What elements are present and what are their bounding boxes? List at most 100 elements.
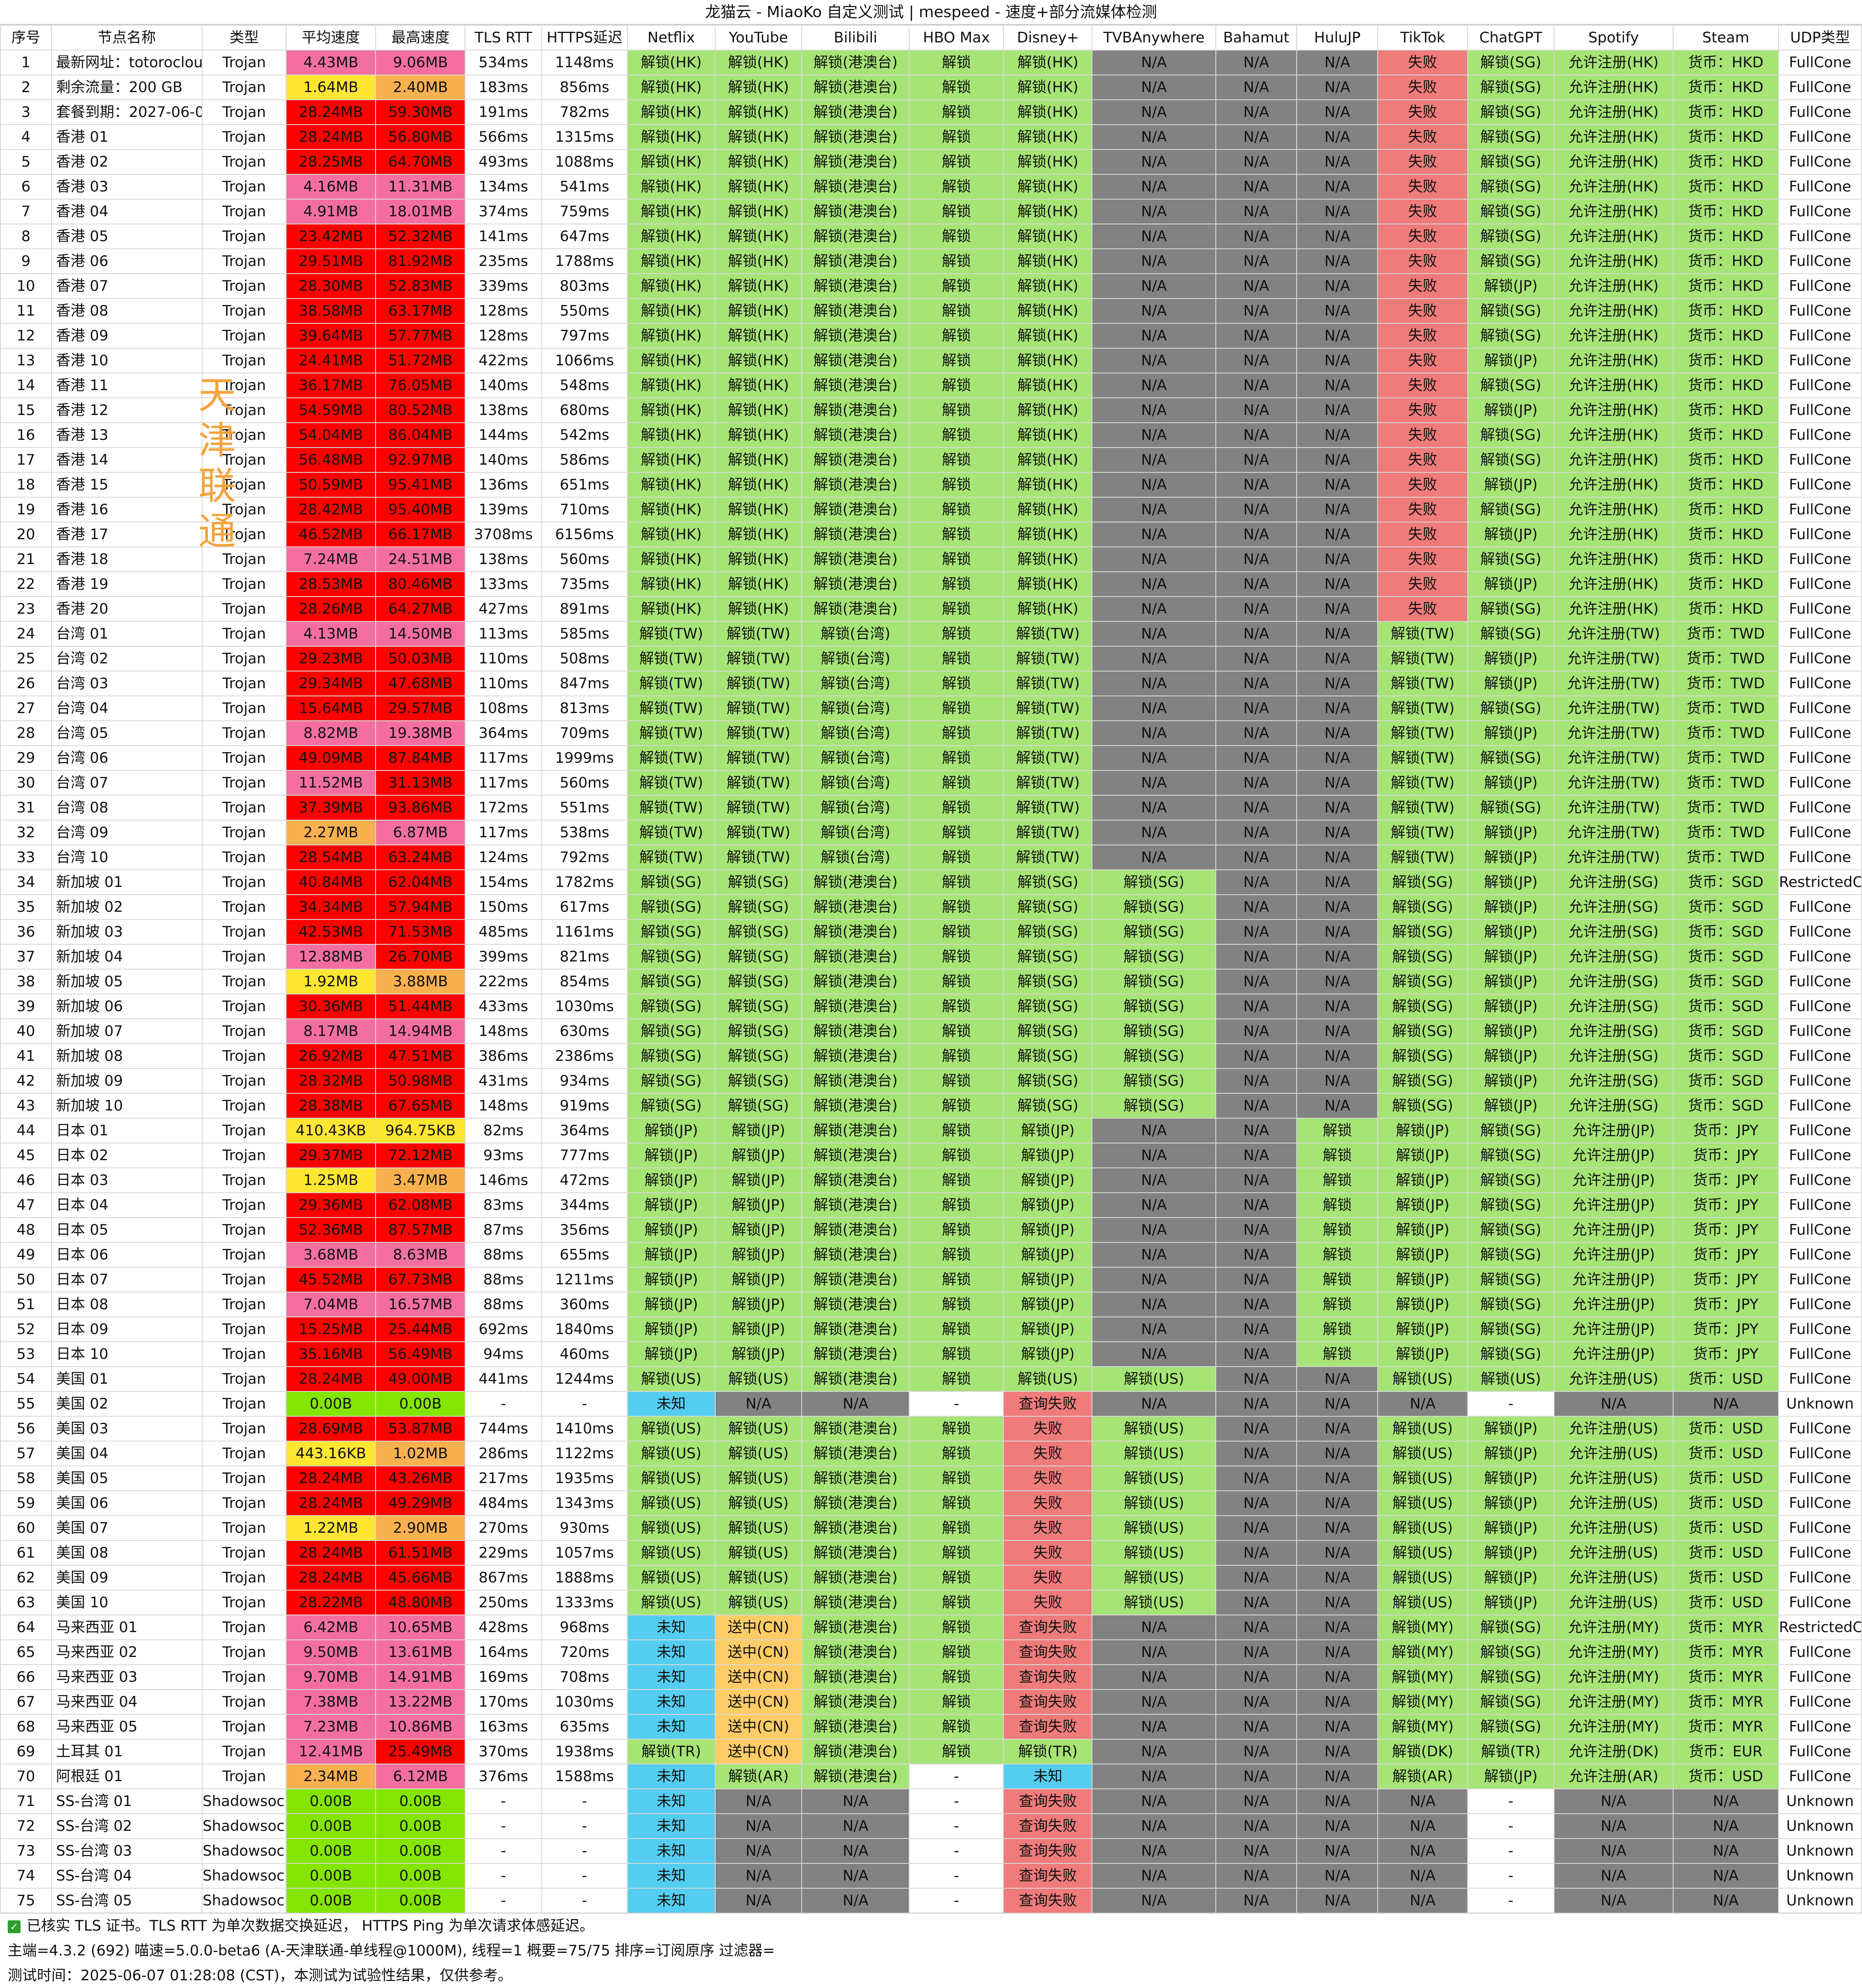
table-row[interactable]: 66 马来西亚 03 Trojan 9.70MB 14.91MB 169ms 708ms 未知… bbox=[0, 1664, 1862, 1690]
cell-https-delay: 585ms bbox=[541, 621, 628, 647]
table-row[interactable]: 18 香港 15 Trojan 50.59MB 95.41MB 136ms 651ms 解锁(… bbox=[0, 472, 1862, 498]
table-row[interactable]: 29 台湾 06 Trojan 49.09MB 87.84MB 117ms 1999ms 解锁… bbox=[0, 745, 1862, 771]
table-row[interactable]: 24 台湾 01 Trojan 4.13MB 14.50MB 113ms 585ms 解锁(T… bbox=[0, 621, 1862, 647]
table-row[interactable]: 11 香港 08 Trojan 38.58MB 63.17MB 128ms 550ms 解锁(… bbox=[0, 298, 1862, 324]
table-row[interactable]: 62 美国 09 Trojan 28.24MB 45.66MB 867ms 1888ms 解锁… bbox=[0, 1565, 1862, 1591]
table-row[interactable]: 27 台湾 04 Trojan 15.64MB 29.57MB 108ms 813ms 解锁(… bbox=[0, 696, 1862, 721]
table-row[interactable]: 54 美国 01 Trojan 28.24MB 49.00MB 441ms 1244ms 解锁… bbox=[0, 1366, 1862, 1392]
column-header-tiktok[interactable]: TikTok bbox=[1377, 25, 1468, 51]
table-row[interactable]: 36 新加坡 03 Trojan 42.53MB 71.53MB 485ms 1161ms 解… bbox=[0, 919, 1862, 945]
column-header-node-name[interactable]: 节点名称 bbox=[51, 25, 203, 51]
table-row[interactable]: 12 香港 09 Trojan 39.64MB 57.77MB 128ms 797ms 解锁(… bbox=[0, 323, 1862, 349]
table-row[interactable]: 20 香港 17 Trojan 46.52MB 66.17MB 3708ms 6156ms 解… bbox=[0, 522, 1862, 547]
table-row[interactable]: 56 美国 03 Trojan 28.69MB 53.87MB 744ms 1410ms 解锁… bbox=[0, 1416, 1862, 1442]
table-row[interactable]: 50 日本 07 Trojan 45.52MB 67.73MB 88ms 1211ms 解锁(… bbox=[0, 1267, 1862, 1292]
table-row[interactable]: 32 台湾 09 Trojan 2.27MB 6.87MB 117ms 538ms 解锁(TW… bbox=[0, 820, 1862, 845]
table-row[interactable]: 3 套餐到期：2027-06-07 Trojan 28.24MB 59.30MB 191m… bbox=[0, 99, 1862, 125]
table-row[interactable]: 34 新加坡 01 Trojan 40.84MB 62.04MB 154ms 1782ms 解… bbox=[0, 869, 1862, 895]
table-row[interactable]: 7 香港 04 Trojan 4.91MB 18.01MB 374ms 759ms 解锁(HK… bbox=[0, 199, 1862, 224]
column-header-https-delay[interactable]: HTTPS延迟 bbox=[541, 25, 628, 51]
column-header-bilibili[interactable]: Bilibili bbox=[801, 25, 910, 51]
table-row[interactable]: 16 香港 13 Trojan 54.04MB 86.04MB 144ms 542ms 解锁(… bbox=[0, 422, 1862, 448]
table-row[interactable]: 4 香港 01 Trojan 28.24MB 56.80MB 566ms 1315ms 解锁(… bbox=[0, 124, 1862, 150]
cell-tiktok: 失败 bbox=[1377, 273, 1468, 299]
column-header-disney-plus[interactable]: Disney+ bbox=[1003, 25, 1093, 51]
cell-bilibili: 解锁(港澳台) bbox=[801, 1316, 910, 1342]
column-header-spotify[interactable]: Spotify bbox=[1554, 25, 1674, 51]
column-header-hbo-max[interactable]: HBO Max bbox=[909, 25, 1004, 51]
table-row[interactable]: 45 日本 02 Trojan 29.37MB 72.12MB 93ms 777ms 解锁(J… bbox=[0, 1143, 1862, 1168]
table-row[interactable]: 60 美国 07 Trojan 1.22MB 2.90MB 270ms 930ms 解锁(US… bbox=[0, 1515, 1862, 1541]
table-row[interactable]: 44 日本 01 Trojan 410.43KB 964.75KB 82ms 364ms 解锁… bbox=[0, 1118, 1862, 1143]
table-row[interactable]: 26 台湾 03 Trojan 29.34MB 47.68MB 110ms 847ms 解锁(… bbox=[0, 671, 1862, 696]
table-row[interactable]: 2 剩余流量：200 GB Trojan 1.64MB 2.40MB 183ms 856ms… bbox=[0, 75, 1862, 100]
table-row[interactable]: 67 马来西亚 04 Trojan 7.38MB 13.22MB 170ms 1030ms 未… bbox=[0, 1689, 1862, 1715]
table-row[interactable]: 52 日本 09 Trojan 15.25MB 25.44MB 692ms 1840ms 解锁… bbox=[0, 1316, 1862, 1342]
table-row[interactable]: 47 日本 04 Trojan 29.36MB 62.08MB 83ms 344ms 解锁(J… bbox=[0, 1192, 1862, 1218]
table-row[interactable]: 38 新加坡 05 Trojan 1.92MB 3.88MB 222ms 854ms 解锁(S… bbox=[0, 969, 1862, 994]
table-row[interactable]: 9 香港 06 Trojan 29.51MB 81.92MB 235ms 1788ms 解锁(… bbox=[0, 248, 1862, 274]
column-header-tvbanywhere[interactable]: TVBAnywhere bbox=[1092, 25, 1216, 51]
table-row[interactable]: 35 新加坡 02 Trojan 34.34MB 57.94MB 150ms 617ms 解锁… bbox=[0, 894, 1862, 920]
table-row[interactable]: 22 香港 19 Trojan 28.53MB 80.46MB 133ms 735ms 解锁(… bbox=[0, 571, 1862, 597]
table-row[interactable]: 1最新网址：totorocloud.netTrojan4.43MB9.06MB5… bbox=[0, 50, 1862, 75]
table-row[interactable]: 19 香港 16 Trojan 28.42MB 95.40MB 139ms 710ms 解锁(… bbox=[0, 497, 1862, 522]
table-row[interactable]: 8 香港 05 Trojan 23.42MB 52.32MB 141ms 647ms 解锁(H… bbox=[0, 224, 1862, 249]
table-row[interactable]: 61 美国 08 Trojan 28.24MB 61.51MB 229ms 1057ms 解锁… bbox=[0, 1540, 1862, 1566]
column-header-index[interactable]: 序号 bbox=[0, 25, 52, 51]
table-row[interactable]: 25 台湾 02 Trojan 29.23MB 50.03MB 110ms 508ms 解锁(… bbox=[0, 646, 1862, 672]
table-row[interactable]: 65 马来西亚 02 Trojan 9.50MB 13.61MB 164ms 720ms 未知… bbox=[0, 1639, 1862, 1665]
table-row[interactable]: 46 日本 03 Trojan 1.25MB 3.47MB 146ms 472ms 解锁(JP… bbox=[0, 1167, 1862, 1193]
table-row[interactable]: 28 台湾 05 Trojan 8.82MB 19.38MB 364ms 709ms 解锁(T… bbox=[0, 720, 1862, 746]
table-row[interactable]: 43 新加坡 10 Trojan 28.38MB 67.65MB 148ms 919ms 解锁… bbox=[0, 1093, 1862, 1119]
table-row[interactable]: 41 新加坡 08 Trojan 26.92MB 47.51MB 386ms 2386ms 解… bbox=[0, 1043, 1862, 1069]
table-row[interactable]: 39 新加坡 06 Trojan 30.36MB 51.44MB 433ms 1030ms 解… bbox=[0, 994, 1862, 1019]
table-row[interactable]: 13 香港 10 Trojan 24.41MB 51.72MB 422ms 1066ms 解锁… bbox=[0, 348, 1862, 373]
table-row[interactable]: 5 香港 02 Trojan 28.25MB 64.70MB 493ms 1088ms 解锁(… bbox=[0, 149, 1862, 175]
table-row[interactable]: 57 美国 04 Trojan 443.16KB 1.02MB 286ms 1122ms 解锁… bbox=[0, 1441, 1862, 1466]
column-header-tls-rtt[interactable]: TLS RTT bbox=[465, 25, 542, 51]
table-row[interactable]: 31 台湾 08 Trojan 37.39MB 93.86MB 172ms 551ms 解锁(… bbox=[0, 795, 1862, 821]
column-header-bahamut[interactable]: Bahamut bbox=[1215, 25, 1298, 51]
column-header-max-speed[interactable]: 最高速度 bbox=[375, 25, 466, 51]
table-row[interactable]: 30 台湾 07 Trojan 11.52MB 31.13MB 117ms 560ms 解锁(… bbox=[0, 770, 1862, 796]
table-row[interactable]: 14 香港 11 Trojan 36.17MB 76.05MB 140ms 548ms 解锁(… bbox=[0, 373, 1862, 398]
table-row[interactable]: 33 台湾 10 Trojan 28.54MB 63.24MB 124ms 792ms 解锁(… bbox=[0, 845, 1862, 870]
table-row[interactable]: 68 马来西亚 05 Trojan 7.23MB 10.86MB 163ms 635ms 未知… bbox=[0, 1714, 1862, 1740]
cell-steam: N/A bbox=[1672, 1788, 1779, 1814]
column-header-hulu-jp[interactable]: HuluJP bbox=[1296, 25, 1379, 51]
table-row[interactable]: 10 香港 07 Trojan 28.30MB 52.83MB 339ms 803ms 解锁(… bbox=[0, 273, 1862, 299]
table-row[interactable]: 69 土耳其 01 Trojan 12.41MB 25.49MB 370ms 1938ms 解… bbox=[0, 1739, 1862, 1764]
table-row[interactable]: 53 日本 10 Trojan 35.16MB 56.49MB 94ms 460ms 解锁(J… bbox=[0, 1341, 1862, 1367]
table-row[interactable]: 55 美国 02 Trojan 0.00B 0.00B - - 未知 N/A N/A - 查询失败 N/… bbox=[0, 1391, 1862, 1417]
column-header-chatgpt[interactable]: ChatGPT bbox=[1467, 25, 1555, 51]
table-row[interactable]: 21 香港 18 Trojan 7.24MB 24.51MB 138ms 560ms 解锁(H… bbox=[0, 546, 1862, 572]
table-row[interactable]: 70 阿根廷 01 Trojan 2.34MB 6.12MB 376ms 1588ms 未知解… bbox=[0, 1764, 1862, 1789]
column-header-netflix[interactable]: Netflix bbox=[627, 25, 716, 51]
table-row[interactable]: 49 日本 06 Trojan 3.68MB 8.63MB 88ms 655ms 解锁(JP)… bbox=[0, 1242, 1862, 1268]
cell-type: Trojan bbox=[202, 869, 287, 895]
table-row[interactable]: 23 香港 20 Trojan 28.26MB 64.27MB 427ms 891ms 解锁(… bbox=[0, 596, 1862, 622]
column-header-type[interactable]: 类型 bbox=[202, 25, 287, 51]
table-row[interactable]: 59 美国 06 Trojan 28.24MB 49.29MB 484ms 1343ms 解锁… bbox=[0, 1490, 1862, 1516]
table-row[interactable]: 6 香港 03 Trojan 4.16MB 11.31MB 134ms 541ms 解锁(HK… bbox=[0, 174, 1862, 200]
table-row[interactable]: 51 日本 08 Trojan 7.04MB 16.57MB 88ms 360ms 解锁(JP… bbox=[0, 1292, 1862, 1317]
table-row[interactable]: 17 香港 14 Trojan 56.48MB 92.97MB 140ms 586ms 解锁(… bbox=[0, 447, 1862, 473]
table-row[interactable]: 40 新加坡 07 Trojan 8.17MB 14.94MB 148ms 630ms 解锁(… bbox=[0, 1018, 1862, 1044]
column-header-steam[interactable]: Steam bbox=[1672, 25, 1779, 51]
table-row[interactable]: 37 新加坡 04 Trojan 12.88MB 26.70MB 399ms 821ms 解锁… bbox=[0, 944, 1862, 970]
table-row[interactable]: 15 香港 12 Trojan 54.59MB 80.52MB 138ms 680ms 解锁(… bbox=[0, 397, 1862, 423]
table-row[interactable]: 63 美国 10 Trojan 28.22MB 48.80MB 250ms 1333ms 解锁… bbox=[0, 1590, 1862, 1615]
table-row[interactable]: 48 日本 05 Trojan 52.36MB 87.57MB 87ms 356ms 解锁(J… bbox=[0, 1217, 1862, 1243]
table-row[interactable]: 58 美国 05 Trojan 28.24MB 43.26MB 217ms 1935ms 解锁… bbox=[0, 1466, 1862, 1491]
column-header-udp-type[interactable]: UDP类型 bbox=[1778, 25, 1862, 51]
table-row[interactable]: 64 马来西亚 01 Trojan 6.42MB 10.65MB 428ms 968ms 未知… bbox=[0, 1615, 1862, 1640]
column-header-avg-speed[interactable]: 平均速度 bbox=[286, 25, 376, 51]
table-row[interactable]: 42 新加坡 09 Trojan 28.32MB 50.98MB 431ms 934ms 解锁… bbox=[0, 1068, 1862, 1094]
column-header-youtube[interactable]: YouTube bbox=[714, 25, 803, 51]
